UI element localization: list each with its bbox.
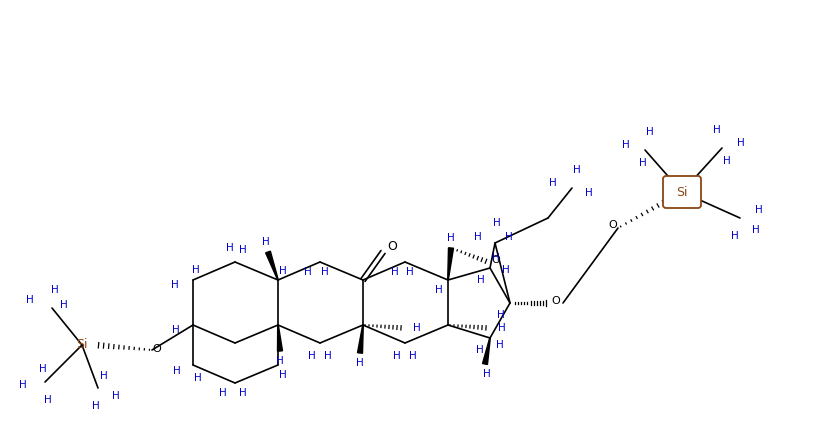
Text: H: H — [44, 395, 51, 405]
Text: O: O — [609, 220, 618, 230]
Text: H: H — [279, 266, 287, 276]
Text: H: H — [737, 138, 745, 148]
Text: H: H — [549, 178, 557, 188]
Text: H: H — [623, 140, 630, 150]
Polygon shape — [483, 338, 490, 365]
Text: H: H — [413, 323, 421, 333]
Text: H: H — [219, 388, 227, 398]
Text: H: H — [92, 401, 100, 411]
Text: H: H — [324, 351, 332, 361]
Text: H: H — [502, 265, 510, 275]
Text: H: H — [393, 351, 401, 361]
Polygon shape — [278, 325, 283, 351]
Text: H: H — [321, 267, 329, 277]
Text: H: H — [20, 380, 27, 390]
Text: H: H — [477, 275, 484, 285]
Text: H: H — [639, 158, 647, 168]
Text: Si: Si — [676, 185, 688, 198]
FancyBboxPatch shape — [663, 176, 701, 208]
Text: H: H — [226, 243, 234, 253]
Text: H: H — [356, 358, 364, 368]
Text: H: H — [39, 364, 47, 374]
Text: H: H — [194, 373, 202, 383]
Text: H: H — [573, 165, 581, 175]
Polygon shape — [448, 248, 453, 280]
Text: H: H — [308, 351, 316, 361]
Polygon shape — [266, 251, 279, 280]
Text: H: H — [100, 371, 108, 381]
Text: H: H — [447, 233, 455, 243]
Text: H: H — [731, 231, 739, 241]
Text: H: H — [496, 340, 504, 350]
Text: H: H — [173, 366, 181, 376]
Text: H: H — [279, 370, 287, 380]
Text: H: H — [304, 267, 312, 277]
Text: O: O — [492, 255, 500, 265]
Text: H: H — [497, 310, 505, 320]
Text: H: H — [239, 245, 247, 255]
Polygon shape — [358, 325, 364, 353]
Text: H: H — [262, 237, 270, 247]
Text: H: H — [474, 232, 482, 242]
Text: H: H — [646, 127, 654, 137]
Text: H: H — [752, 225, 760, 235]
Text: H: H — [391, 267, 399, 277]
Text: H: H — [493, 218, 501, 228]
Text: H: H — [492, 253, 500, 263]
Text: H: H — [755, 205, 763, 215]
Text: H: H — [239, 388, 247, 398]
Text: H: H — [476, 345, 484, 355]
Text: H: H — [51, 285, 59, 295]
Text: H: H — [498, 323, 506, 333]
Text: H: H — [60, 300, 68, 310]
Text: H: H — [713, 125, 721, 135]
Text: O: O — [551, 296, 560, 306]
Text: H: H — [585, 188, 593, 198]
Text: H: H — [409, 351, 417, 361]
Text: O: O — [153, 344, 162, 354]
Text: O: O — [387, 241, 397, 254]
Text: H: H — [505, 232, 513, 242]
Text: H: H — [192, 265, 200, 275]
Text: H: H — [723, 156, 731, 166]
Text: H: H — [276, 356, 283, 366]
Text: H: H — [26, 295, 34, 305]
Text: H: H — [435, 285, 443, 295]
Text: H: H — [406, 267, 414, 277]
Text: H: H — [172, 325, 180, 335]
Text: H: H — [172, 280, 179, 290]
Text: H: H — [112, 391, 120, 401]
Text: H: H — [483, 369, 491, 379]
Text: Si: Si — [76, 339, 87, 352]
